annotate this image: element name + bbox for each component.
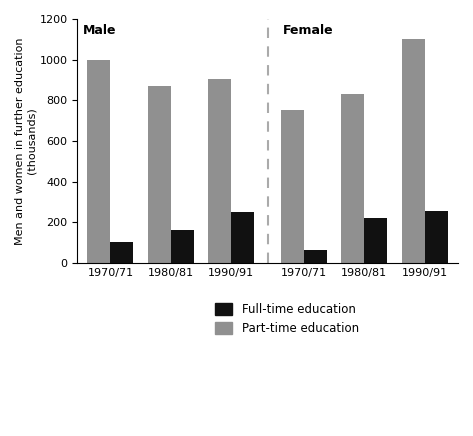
Y-axis label: Men and women in further education
(thousands): Men and women in further education (thou… <box>15 37 36 245</box>
Bar <box>148 86 171 263</box>
Bar <box>364 218 387 263</box>
Legend: Full-time education, Part-time education: Full-time education, Part-time education <box>215 303 359 335</box>
Bar <box>304 249 327 263</box>
Text: Male: Male <box>83 24 117 37</box>
Bar <box>111 242 133 263</box>
Bar <box>231 212 254 263</box>
Bar <box>425 211 448 263</box>
Bar <box>171 230 194 263</box>
Text: Female: Female <box>283 24 333 37</box>
Bar <box>342 94 364 263</box>
Bar <box>281 110 304 263</box>
Bar <box>209 79 231 263</box>
Bar <box>88 60 111 263</box>
Bar <box>402 39 425 263</box>
